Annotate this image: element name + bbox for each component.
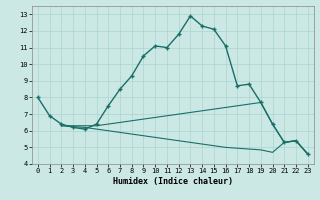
X-axis label: Humidex (Indice chaleur): Humidex (Indice chaleur) xyxy=(113,177,233,186)
